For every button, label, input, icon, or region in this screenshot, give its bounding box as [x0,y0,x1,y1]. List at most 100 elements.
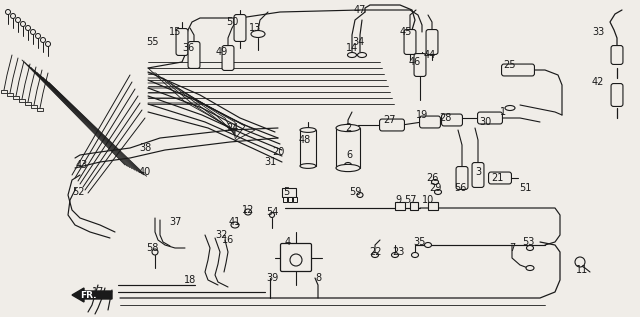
Text: 21: 21 [491,173,503,183]
Text: 56: 56 [454,183,466,193]
Circle shape [575,257,585,267]
Bar [13,96,19,99]
Text: 12: 12 [242,205,254,215]
Ellipse shape [251,30,265,37]
Ellipse shape [6,10,10,15]
Ellipse shape [435,190,442,195]
Text: 45: 45 [400,27,412,37]
Bar [293,197,297,202]
Text: 19: 19 [416,110,428,120]
Bar [395,202,405,210]
Text: 26: 26 [426,173,438,183]
Text: 53: 53 [522,237,534,247]
Text: 9: 9 [395,195,401,205]
Text: 42: 42 [592,77,604,87]
Text: 3: 3 [475,167,481,177]
Ellipse shape [348,53,356,57]
Text: 32: 32 [216,230,228,240]
Text: 40: 40 [139,167,151,177]
FancyArrow shape [72,288,112,302]
Ellipse shape [344,163,351,167]
Text: 41: 41 [229,217,241,227]
Circle shape [290,254,302,266]
Text: 18: 18 [184,275,196,285]
Text: 4: 4 [285,237,291,247]
Ellipse shape [336,165,360,171]
FancyBboxPatch shape [611,46,623,64]
FancyBboxPatch shape [442,114,463,126]
FancyBboxPatch shape [280,243,312,271]
FancyBboxPatch shape [176,29,188,55]
Ellipse shape [336,124,360,132]
Bar [410,202,418,210]
FancyBboxPatch shape [502,64,534,76]
Text: 31: 31 [264,157,276,167]
Ellipse shape [35,34,40,38]
Ellipse shape [424,243,431,248]
Text: 47: 47 [354,5,366,15]
Text: 14: 14 [346,43,358,53]
Text: 10: 10 [422,195,434,205]
Text: 16: 16 [222,235,234,245]
Text: 43: 43 [76,160,88,170]
Text: 57: 57 [404,195,416,205]
Bar [282,188,296,197]
FancyBboxPatch shape [477,112,502,124]
Text: 5: 5 [283,187,289,197]
Ellipse shape [231,222,239,228]
FancyBboxPatch shape [234,15,246,42]
Ellipse shape [527,245,534,250]
FancyBboxPatch shape [472,163,484,187]
Text: 48: 48 [299,135,311,145]
Ellipse shape [431,179,438,184]
FancyBboxPatch shape [414,54,426,76]
Ellipse shape [45,42,51,47]
Bar [37,108,43,111]
Text: 2: 2 [345,123,351,133]
Text: 35: 35 [414,237,426,247]
Text: 58: 58 [146,243,158,253]
FancyBboxPatch shape [404,29,416,55]
Ellipse shape [357,192,363,197]
Text: 51: 51 [519,183,531,193]
Text: 59: 59 [349,187,361,197]
FancyBboxPatch shape [222,46,234,70]
Ellipse shape [526,266,534,270]
FancyBboxPatch shape [488,172,511,184]
Ellipse shape [300,128,316,133]
Bar [283,197,287,202]
Text: 23: 23 [392,247,404,257]
Bar [25,102,31,105]
Text: 33: 33 [592,27,604,37]
Text: 54: 54 [266,207,278,217]
Bar [428,202,438,210]
Text: 8: 8 [315,273,321,283]
FancyBboxPatch shape [380,119,404,131]
Text: 13: 13 [249,23,261,33]
Bar [1,90,7,93]
Text: 17: 17 [92,287,104,297]
Text: 29: 29 [429,183,441,193]
Bar [7,93,13,96]
Bar [300,130,316,166]
Ellipse shape [412,253,419,257]
Text: 20: 20 [272,147,284,157]
Ellipse shape [26,25,31,30]
Ellipse shape [244,209,252,215]
FancyBboxPatch shape [426,29,438,55]
FancyBboxPatch shape [188,42,200,68]
Text: 49: 49 [216,47,228,57]
Ellipse shape [392,253,399,257]
FancyBboxPatch shape [611,84,623,107]
Ellipse shape [300,164,316,168]
Text: 28: 28 [439,113,451,123]
Ellipse shape [152,249,158,255]
Text: 46: 46 [409,57,421,67]
Ellipse shape [505,106,515,111]
Ellipse shape [358,53,367,57]
Ellipse shape [371,253,378,257]
Text: 55: 55 [146,37,158,47]
Text: FR.: FR. [80,290,96,300]
Bar [31,105,37,108]
Text: 50: 50 [226,17,238,27]
